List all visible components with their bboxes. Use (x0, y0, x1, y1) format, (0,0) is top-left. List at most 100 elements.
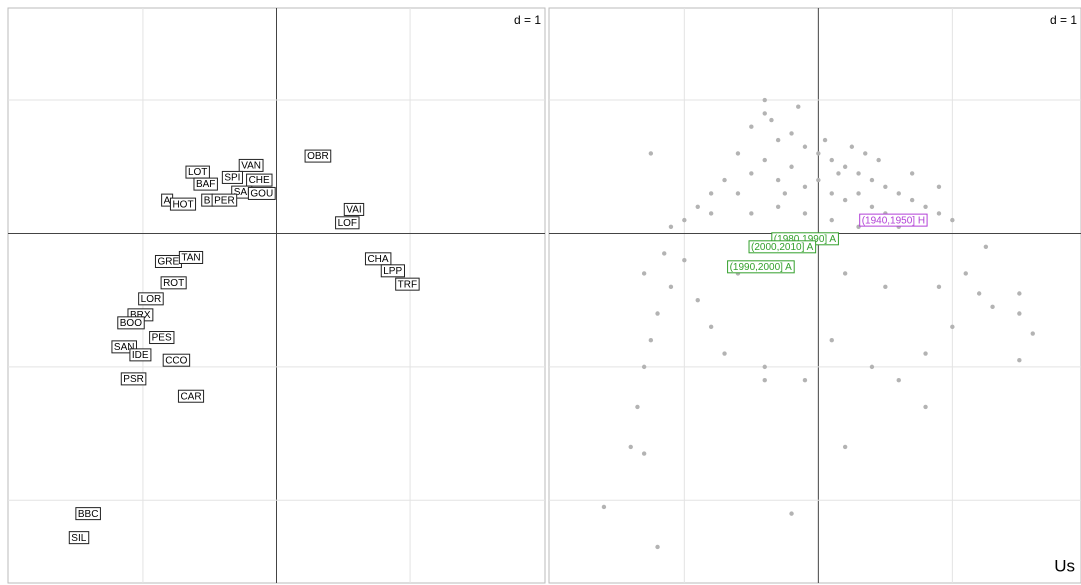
chart-title: d = 1 (1050, 13, 1077, 27)
point (836, 171, 841, 176)
point (950, 324, 955, 330)
point (816, 177, 821, 183)
point (708, 211, 714, 216)
point (842, 164, 848, 169)
point (662, 251, 667, 256)
point (648, 337, 654, 343)
point-label: CCO (165, 355, 187, 366)
point (909, 197, 915, 203)
title-bg (510, 12, 543, 29)
point-label: VAI (346, 205, 361, 216)
point (883, 184, 888, 189)
point (936, 284, 942, 290)
point (762, 157, 767, 163)
point (950, 217, 955, 223)
point (735, 191, 741, 196)
point (769, 117, 774, 123)
point-label-box (160, 276, 187, 290)
point-label: SAI (234, 187, 250, 198)
point (695, 204, 700, 209)
point-label-box (193, 177, 218, 191)
point (762, 111, 767, 116)
point (976, 291, 982, 296)
point (936, 184, 942, 189)
point (829, 217, 834, 223)
title-bg (1046, 12, 1079, 29)
point-label-box (364, 252, 392, 266)
point (990, 304, 995, 310)
point-label: BRX (130, 310, 151, 321)
point (829, 337, 834, 343)
point-label: LPP (383, 266, 402, 277)
annotation: (2000,2010] A (751, 242, 814, 253)
point (869, 204, 875, 209)
point-label-box (149, 331, 175, 345)
point (869, 177, 875, 183)
point (782, 191, 788, 196)
point-label: LOF (338, 218, 357, 229)
corner-label: Us (1054, 556, 1075, 575)
point (628, 444, 633, 450)
annotation: (1990,2000] A (730, 262, 793, 273)
point (749, 171, 754, 176)
point-label-box (380, 264, 405, 278)
annotation: (1940,1950] H (862, 215, 925, 226)
point (789, 511, 794, 516)
annotation: (1980,1990] A (774, 234, 837, 245)
point (648, 151, 654, 156)
point-label: SPI (224, 173, 240, 184)
point (775, 177, 781, 183)
point (722, 177, 727, 183)
point-label: CHE (249, 175, 270, 186)
point (655, 311, 660, 316)
point (1030, 331, 1035, 336)
point (822, 137, 828, 143)
point-label-box (129, 348, 152, 362)
point (842, 444, 848, 450)
point (876, 157, 881, 163)
point (1017, 311, 1022, 316)
point-label: PSR (123, 374, 144, 385)
point-label: LOT (188, 167, 207, 178)
point-label: GOU (250, 189, 273, 200)
point (735, 151, 741, 156)
point-label: GRE (157, 257, 179, 268)
point-label-box (117, 316, 145, 330)
point (722, 351, 727, 356)
point-label-box (162, 353, 191, 367)
point-label-box (221, 170, 243, 184)
point-label: SIL (71, 533, 86, 544)
point-label: A (164, 195, 171, 206)
point (863, 151, 868, 156)
point-label: OBR (307, 151, 329, 162)
point-label: LOR (141, 294, 162, 305)
point-label: TRF (398, 279, 417, 290)
point (896, 378, 901, 383)
point (856, 171, 861, 176)
point-label: TAN (181, 253, 200, 264)
point (842, 271, 848, 276)
point-label-box (177, 389, 205, 403)
point-label-box (335, 216, 360, 230)
point (635, 404, 640, 410)
point (923, 404, 928, 410)
point (802, 144, 808, 149)
point (896, 191, 901, 196)
point (923, 351, 928, 356)
point-label-box (211, 193, 238, 207)
point (909, 171, 915, 176)
point-label-box (395, 277, 420, 291)
point-label: PER (214, 195, 235, 206)
point-label-box (120, 372, 147, 386)
point (668, 284, 674, 290)
point (842, 197, 848, 203)
point (762, 378, 767, 383)
point-label: BBC (78, 509, 99, 520)
point (655, 544, 660, 550)
point-label: SAN (114, 342, 135, 353)
point-label-box (138, 292, 164, 306)
point (682, 257, 687, 263)
point (641, 271, 647, 276)
panel: (1980,1990] A(2000,2010] A (1990,2000] A (… (548, 7, 1081, 584)
